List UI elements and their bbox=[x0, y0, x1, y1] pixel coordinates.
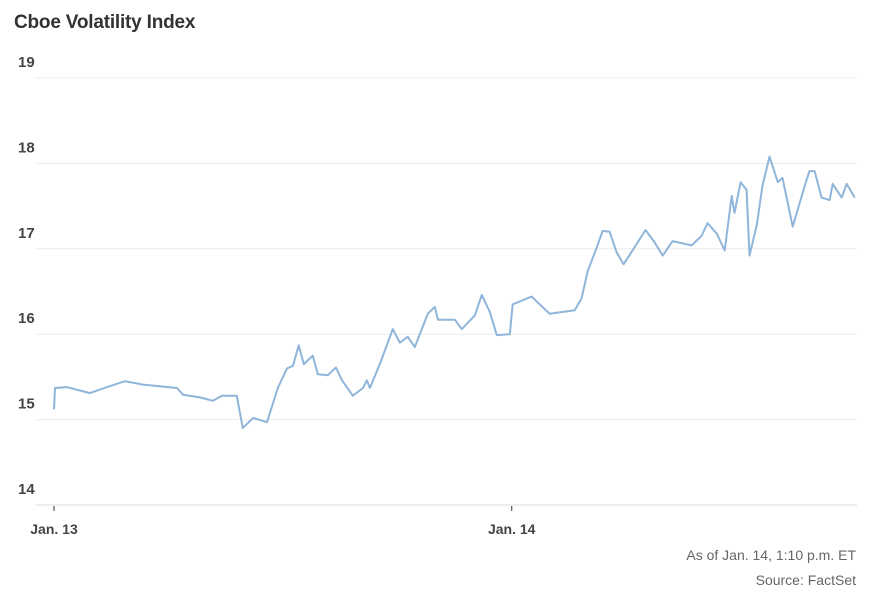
y-tick-label: 18 bbox=[18, 139, 35, 156]
as-of-note: As of Jan. 14, 1:10 p.m. ET bbox=[686, 547, 856, 563]
y-tick-label: 17 bbox=[18, 225, 35, 242]
y-tick-label: 14 bbox=[18, 481, 35, 498]
x-tick-label: Jan. 14 bbox=[488, 521, 536, 537]
chart-title: Cboe Volatility Index bbox=[14, 12, 196, 33]
source-note: Source: FactSet bbox=[755, 572, 856, 588]
x-tick-label: Jan. 13 bbox=[30, 521, 78, 537]
y-tick-label: 19 bbox=[18, 54, 35, 71]
y-tick-label: 16 bbox=[18, 310, 35, 327]
vix-series-line bbox=[53, 155, 856, 430]
y-tick-label: 15 bbox=[18, 396, 35, 413]
